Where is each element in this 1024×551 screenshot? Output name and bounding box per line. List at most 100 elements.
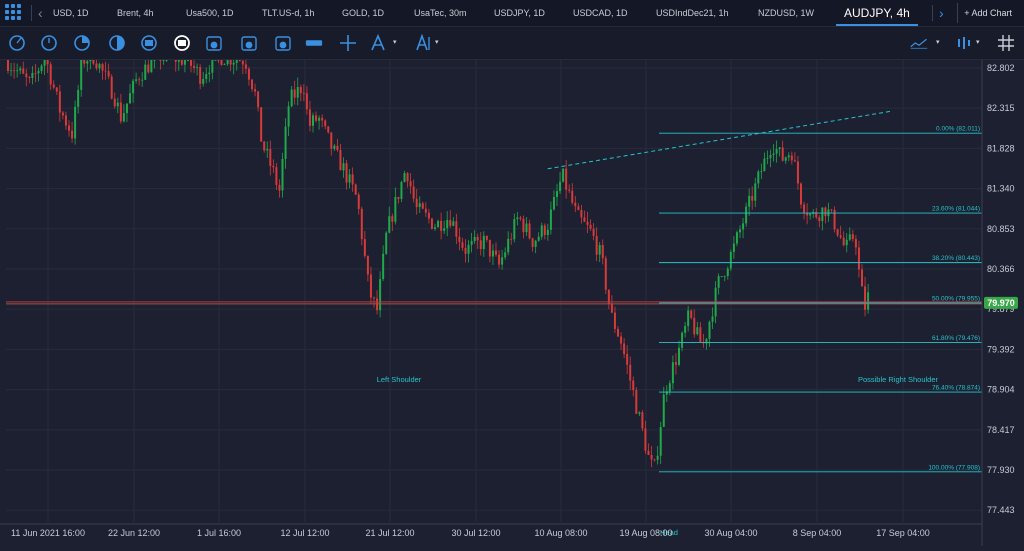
candle-body xyxy=(104,70,107,72)
candle-body xyxy=(382,253,385,280)
half-circle-icon[interactable] xyxy=(108,34,126,52)
candle-body xyxy=(653,459,656,461)
candle-body xyxy=(385,232,388,254)
pen-icon[interactable] xyxy=(369,34,387,52)
candle-body xyxy=(705,338,708,344)
tab-separator xyxy=(932,5,933,21)
tab-usdjpy[interactable]: USDJPY, 1D xyxy=(494,8,545,18)
line-chart-icon[interactable] xyxy=(910,34,934,52)
candle-body xyxy=(601,245,604,259)
y-tick-label: 80.853 xyxy=(987,224,1015,234)
tab-tlt[interactable]: TLT.US-d, 1h xyxy=(262,8,315,18)
fib-level-label: 100.00% (77.908) xyxy=(928,464,980,471)
tab-usdinddec21[interactable]: USDIndDec21, 1h xyxy=(656,8,729,18)
candle-body xyxy=(241,60,244,65)
candle-body xyxy=(312,115,314,126)
candle-body xyxy=(43,60,46,66)
candle-body xyxy=(177,60,180,62)
candle-body xyxy=(528,223,531,239)
fib-level-label: 23.60% (81.044) xyxy=(932,206,980,213)
layout-grid-icon[interactable] xyxy=(5,4,21,20)
candle-body xyxy=(95,63,98,69)
candle-body xyxy=(125,103,128,114)
calendar-d-icon[interactable] xyxy=(205,34,223,52)
candle-body xyxy=(693,317,696,335)
candle-body xyxy=(580,210,583,218)
y-tick-label: 78.417 xyxy=(987,425,1015,435)
tab-usa500[interactable]: Usa500, 1D xyxy=(186,8,234,18)
candle-body xyxy=(318,117,321,121)
calendar-w-icon[interactable] xyxy=(240,34,258,52)
candle-body xyxy=(327,126,330,133)
calendar-m-icon[interactable] xyxy=(274,34,292,52)
tab-gold[interactable]: GOLD, 1D xyxy=(342,8,385,18)
chart-canvas[interactable]: 0.00% (82.011) 23.60% (81.044) 38.20% (80.… xyxy=(0,60,1024,546)
candle-body xyxy=(739,229,741,233)
candle-body xyxy=(308,109,311,126)
candle-body xyxy=(784,157,787,161)
candle-body xyxy=(89,60,92,62)
candle-body xyxy=(363,239,366,256)
y-tick-label: 79.879 xyxy=(987,304,1015,314)
candle-body xyxy=(122,113,125,122)
candle-body xyxy=(98,64,101,69)
candle-body xyxy=(623,343,626,354)
add-chart-button[interactable]: + Add Chart xyxy=(957,3,1018,23)
candle-body xyxy=(668,383,671,392)
candle-body xyxy=(321,117,324,121)
candle-body xyxy=(49,64,52,85)
price-chart[interactable]: 0.00% (82.011) 23.60% (81.044) 38.20% (80.… xyxy=(0,60,1024,546)
candle-body xyxy=(354,184,357,195)
candle-body xyxy=(659,426,662,456)
chevron-down-icon[interactable]: ▾ xyxy=(393,39,397,46)
fib-level-label: 38.20% (80.443) xyxy=(932,255,980,262)
sessions-icon[interactable] xyxy=(173,34,191,52)
candle-body xyxy=(449,220,452,226)
tab-audjpy[interactable]: AUDJPY, 4h xyxy=(836,0,918,26)
indicator-icon[interactable] xyxy=(955,34,973,52)
candle-body xyxy=(577,206,580,211)
y-tick-label: 81.340 xyxy=(987,184,1015,194)
x-tick-label: 11 Jun 2021 16:00 xyxy=(11,528,85,538)
tab-usd[interactable]: USD, 1D xyxy=(53,8,89,18)
candle-body xyxy=(74,106,77,139)
candle-body xyxy=(141,79,144,81)
y-tick-label: 81.828 xyxy=(987,143,1015,153)
candle-body xyxy=(330,132,333,149)
chevron-down-icon[interactable]: ▾ xyxy=(936,39,940,46)
candle-body xyxy=(238,60,241,61)
crosshair-icon[interactable] xyxy=(339,34,357,52)
candle-body xyxy=(150,60,153,73)
y-tick-label: 79.392 xyxy=(987,344,1015,354)
mid-icon[interactable] xyxy=(140,34,158,52)
candle-body xyxy=(296,86,299,98)
tab-usdcad[interactable]: USDCAD, 1D xyxy=(573,8,628,18)
circle-icon[interactable] xyxy=(8,34,26,52)
candle-body xyxy=(861,269,863,287)
candle-body xyxy=(348,174,351,183)
grid-icon[interactable] xyxy=(997,34,1015,52)
candle-body xyxy=(684,325,687,333)
chevron-down-icon[interactable]: ▾ xyxy=(976,39,980,46)
candle-body xyxy=(665,391,668,395)
chevron-left-icon[interactable]: ‹ xyxy=(38,5,43,21)
tab-brent[interactable]: Brent, 4h xyxy=(117,8,154,18)
dashed-trendline xyxy=(547,110,893,170)
tab-usatec[interactable]: UsaTec, 30m xyxy=(414,8,467,18)
candle-body xyxy=(25,73,28,78)
candle-body xyxy=(16,70,19,72)
tab-nzdusd[interactable]: NZDUSD, 1W xyxy=(758,8,814,18)
candle-body xyxy=(302,93,305,94)
candle-body xyxy=(305,93,308,110)
clock-icon[interactable] xyxy=(40,34,58,52)
candle-body xyxy=(186,60,189,61)
chevron-down-icon[interactable]: ▾ xyxy=(435,39,439,46)
candle-body xyxy=(803,204,806,213)
candle-body xyxy=(711,316,714,322)
candle-body xyxy=(455,221,458,237)
chevron-right-icon[interactable]: › xyxy=(939,5,944,21)
pie-icon[interactable] xyxy=(73,34,91,52)
ruler-icon[interactable] xyxy=(305,34,325,52)
candle-body xyxy=(153,60,156,61)
text-icon[interactable] xyxy=(414,34,432,52)
